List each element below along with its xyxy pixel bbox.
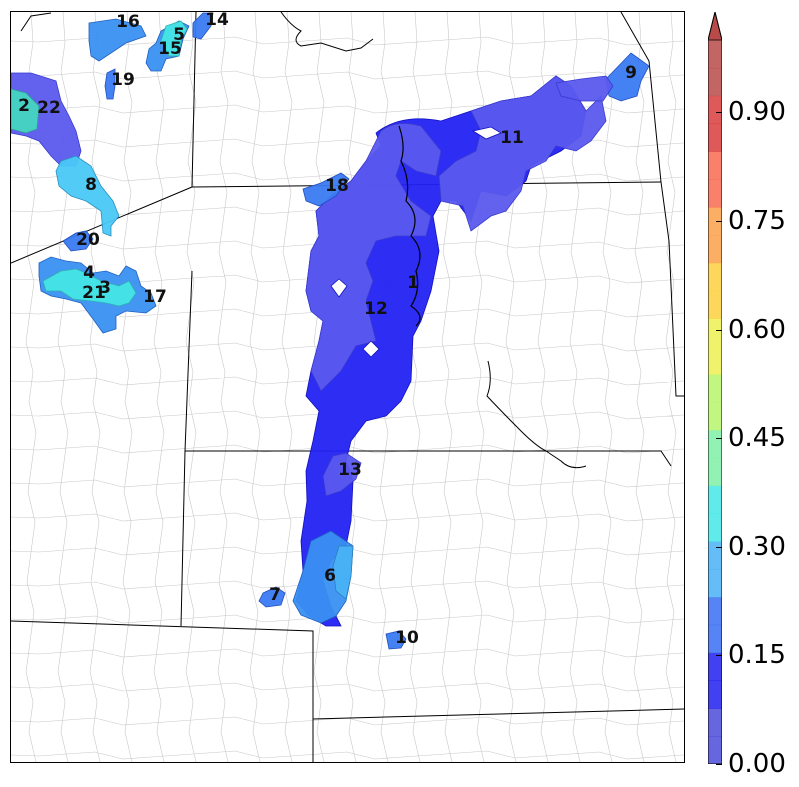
colorbar-segment bbox=[708, 624, 722, 654]
colorbar-tick-label: 0.60 bbox=[728, 314, 786, 345]
region-label-15: 15 bbox=[158, 39, 182, 59]
colorbar-tick-label: 0.75 bbox=[728, 206, 786, 236]
colorbar-tick-mark bbox=[716, 329, 722, 331]
region-16 bbox=[88, 18, 147, 62]
map-frame: 1 2 22 3 4 5 6 7 8 9 10 11 12 13 14 15 16 17 18 19 20 21 bbox=[10, 11, 685, 763]
colorbar-tick-mark bbox=[716, 655, 722, 657]
colorbar-tick-label: 0.30 bbox=[728, 531, 786, 562]
state-border-sd-ne bbox=[185, 450, 672, 467]
river-nw bbox=[20, 12, 52, 32]
region-holes bbox=[330, 126, 502, 358]
colorbar-border bbox=[708, 12, 722, 764]
region-5-cyan bbox=[160, 20, 188, 57]
colorbar-segment bbox=[708, 541, 722, 570]
region-9 bbox=[605, 52, 650, 102]
region-label-22: 22 bbox=[37, 98, 61, 118]
colorbar-tick-label: 0.15 bbox=[728, 640, 786, 671]
region-3-cyan bbox=[42, 268, 137, 307]
river-missouri bbox=[398, 125, 421, 327]
colorbar-tick-mark bbox=[716, 221, 722, 222]
region-14 bbox=[192, 12, 214, 40]
state-border-ks bbox=[312, 708, 684, 720]
region-label-2: 2 bbox=[18, 96, 30, 116]
colorbar-segment bbox=[708, 179, 722, 208]
region-8 bbox=[55, 155, 120, 237]
colorbar-segment bbox=[708, 262, 722, 292]
colorbar-extend-arrow bbox=[708, 12, 722, 41]
region-label-20: 20 bbox=[76, 230, 100, 250]
region-label-11: 11 bbox=[500, 128, 524, 148]
state-border-co bbox=[11, 620, 314, 762]
colorbar-segment bbox=[708, 290, 722, 319]
colorbar-segment bbox=[708, 67, 722, 97]
colorbar-segment bbox=[708, 374, 722, 403]
region-18 bbox=[302, 172, 350, 207]
colorbar-segment bbox=[708, 95, 722, 125]
colorbar-segment bbox=[708, 40, 722, 69]
colorbar-segment bbox=[708, 429, 722, 459]
region-label-12: 12 bbox=[364, 299, 388, 319]
region-label-5: 5 bbox=[173, 25, 185, 45]
region-label-6: 6 bbox=[324, 566, 336, 586]
region-7 bbox=[258, 586, 286, 608]
colorbar-tick-label: 0.00 bbox=[728, 749, 786, 779]
colorbar-segment bbox=[708, 736, 722, 764]
region-label-9: 9 bbox=[625, 63, 637, 83]
region-label-14: 14 bbox=[205, 12, 229, 30]
colorbar bbox=[708, 12, 722, 764]
state-border-mn bbox=[620, 12, 684, 397]
hole-1 bbox=[330, 278, 348, 298]
hole-3 bbox=[471, 126, 502, 140]
region-label-21: 21 bbox=[82, 283, 106, 303]
region-label-3: 3 bbox=[99, 278, 111, 298]
colorbar-segment bbox=[708, 680, 722, 709]
colorbar-segment bbox=[708, 346, 722, 375]
river-north bbox=[280, 12, 374, 52]
region-label-13: 13 bbox=[338, 460, 362, 480]
region-label-17: 17 bbox=[143, 287, 167, 307]
colorbar-segment bbox=[708, 485, 722, 514]
filled-regions bbox=[11, 12, 650, 650]
colorbar-segment bbox=[708, 402, 722, 431]
river-missouri-east bbox=[486, 360, 587, 469]
region-13 bbox=[322, 452, 362, 497]
region-label-4: 4 bbox=[83, 263, 95, 283]
region-label-1: 1 bbox=[407, 273, 419, 293]
colorbar-segment bbox=[708, 207, 722, 236]
colorbar-tick-mark bbox=[716, 764, 722, 765]
colorbar-tick-mark bbox=[716, 438, 722, 440]
region-label-16: 16 bbox=[116, 12, 140, 32]
colorbar-tick-label: 0.45 bbox=[728, 423, 786, 454]
region-19 bbox=[104, 68, 116, 100]
colorbar-tick-label: 0.90 bbox=[728, 97, 786, 128]
colorbar-segment bbox=[708, 569, 722, 598]
region-label-8: 8 bbox=[85, 175, 97, 195]
region-label-19: 19 bbox=[111, 70, 135, 90]
colorbar-segment bbox=[708, 513, 722, 542]
region-label-7: 7 bbox=[269, 585, 281, 605]
region-label-10: 10 bbox=[395, 628, 419, 648]
colorbar-segment bbox=[708, 652, 722, 681]
hole-2 bbox=[362, 340, 380, 358]
region-label-18: 18 bbox=[325, 176, 349, 196]
colorbar-tick-mark bbox=[716, 112, 722, 114]
colorbar-segment bbox=[708, 708, 722, 737]
colorbar-tick-mark bbox=[716, 546, 722, 548]
colorbar-segment bbox=[708, 318, 722, 347]
region-9-dark bbox=[555, 75, 614, 102]
region-10 bbox=[385, 630, 407, 650]
region-6-cyan bbox=[332, 545, 354, 600]
region-2-green bbox=[11, 88, 40, 134]
colorbar-segment bbox=[708, 234, 722, 264]
colorbar-segment bbox=[708, 123, 722, 152]
region-20 bbox=[62, 230, 94, 252]
colorbar-segment bbox=[708, 151, 722, 180]
colorbar-segment bbox=[708, 457, 722, 487]
colorbar-segment bbox=[708, 596, 722, 626]
